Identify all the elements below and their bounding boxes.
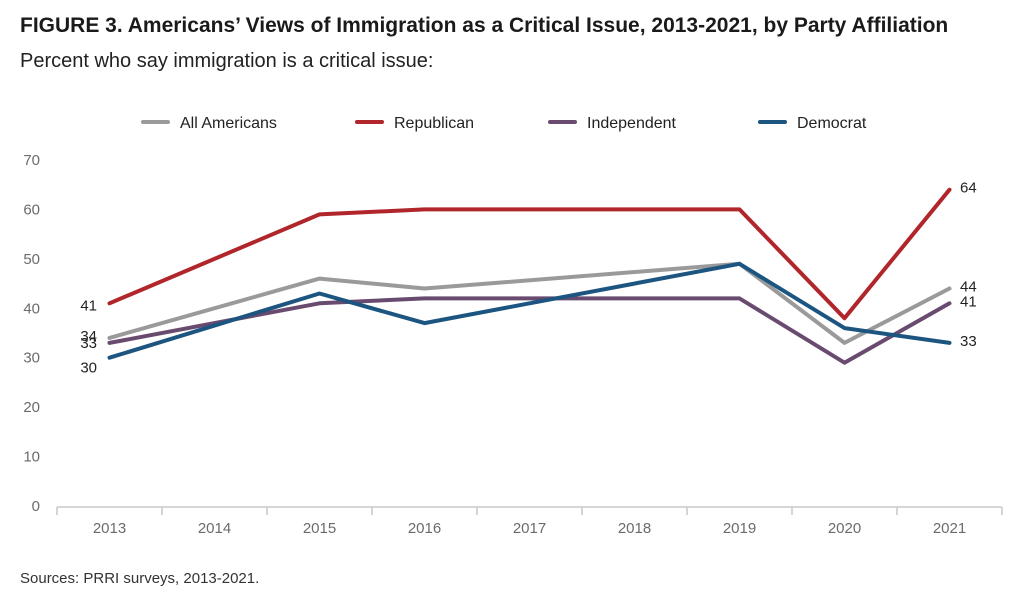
start-data-label: 30 — [80, 360, 97, 377]
series-lines — [107, 187, 952, 365]
y-tick-label: 20 — [23, 399, 40, 416]
end-data-label: 64 — [960, 180, 977, 197]
end-data-label: 41 — [960, 293, 977, 310]
y-tick-label: 50 — [23, 251, 40, 268]
source-note: Sources: PRRI surveys, 2013-2021. — [20, 570, 260, 587]
legend-label: Democrat — [797, 115, 867, 132]
x-tick-label: 2017 — [513, 520, 546, 537]
chart-subtitle: Percent who say immigration is a critica… — [20, 50, 434, 72]
x-tick-label: 2018 — [618, 520, 651, 537]
y-tick-label: 70 — [23, 152, 40, 169]
start-data-label: 34 — [80, 328, 97, 345]
x-tick-label: 2014 — [198, 520, 231, 537]
x-axis: 2013 2014 2015 2016 2017 2018 2019 2020 2021 — [56, 506, 1003, 537]
series-line-independent — [107, 296, 952, 365]
x-tick-label: 2015 — [303, 520, 336, 537]
series-line-republican — [107, 187, 952, 321]
legend: All Americans Republican Independent Democr… — [141, 115, 867, 132]
x-tick-label: 2013 — [93, 520, 126, 537]
start-data-label: 41 — [80, 297, 97, 314]
end-data-label: 33 — [960, 333, 977, 350]
y-tick-label: 60 — [23, 201, 40, 218]
y-axis: 0 10 20 30 40 50 60 70 — [23, 152, 40, 515]
legend-label: All Americans — [180, 115, 277, 132]
legend-label: Independent — [587, 115, 677, 132]
x-tick-label: 2020 — [828, 520, 861, 537]
y-tick-label: 30 — [23, 350, 40, 367]
y-tick-label: 0 — [32, 498, 40, 515]
y-tick-label: 40 — [23, 300, 40, 317]
series-line-democrat — [107, 261, 952, 360]
chart-title: FIGURE 3. Americans’ Views of Immigratio… — [20, 14, 949, 37]
y-tick-label: 10 — [23, 449, 40, 466]
start-data-label: 33 — [80, 335, 97, 352]
series-line-all-americans — [107, 261, 952, 345]
x-tick-label: 2016 — [408, 520, 441, 537]
x-tick-label: 2021 — [933, 520, 966, 537]
end-data-label: 44 — [960, 279, 977, 296]
x-tick-label: 2019 — [723, 520, 756, 537]
legend-label: Republican — [394, 115, 474, 132]
